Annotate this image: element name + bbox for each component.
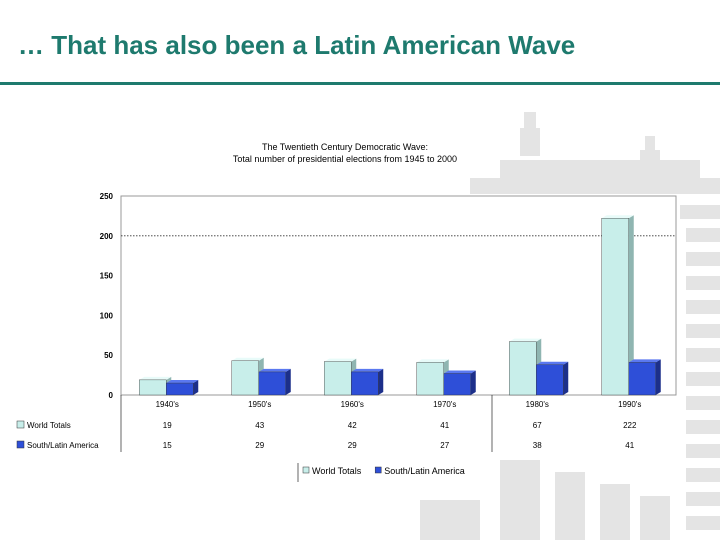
y-tick-label: 250 bbox=[100, 192, 114, 201]
bar bbox=[443, 370, 476, 396]
data-label: 43 bbox=[255, 421, 264, 430]
x-tick-label: 1970's bbox=[433, 400, 456, 409]
chart-subtitle: Total number of presidential elections f… bbox=[233, 154, 457, 164]
data-label: 29 bbox=[255, 441, 264, 450]
table-row-label: World Totals bbox=[27, 421, 71, 430]
x-tick-label: 1980's bbox=[526, 400, 549, 409]
bar bbox=[601, 215, 634, 396]
y-tick-label: 150 bbox=[100, 272, 114, 281]
y-tick-label: 50 bbox=[104, 351, 113, 360]
data-label: 67 bbox=[533, 421, 542, 430]
bar bbox=[166, 380, 199, 396]
x-tick-label: 1940's bbox=[156, 400, 179, 409]
data-label: 29 bbox=[348, 441, 357, 450]
svg-text:World Totals: World Totals bbox=[312, 466, 362, 476]
bar bbox=[351, 368, 384, 396]
table-swatch bbox=[16, 420, 25, 429]
data-label: 42 bbox=[348, 421, 357, 430]
data-label: 27 bbox=[440, 441, 449, 450]
data-label: 38 bbox=[533, 441, 542, 450]
bar bbox=[536, 361, 569, 396]
x-tick-label: 1990's bbox=[618, 400, 641, 409]
x-tick-label: 1950's bbox=[248, 400, 271, 409]
y-tick-label: 0 bbox=[109, 391, 114, 400]
series-0 bbox=[139, 215, 634, 396]
bar bbox=[416, 359, 449, 396]
plot-area bbox=[120, 195, 677, 396]
data-label: 222 bbox=[623, 421, 637, 430]
legend-item: South/Latin America bbox=[374, 466, 465, 476]
y-tick-label: 100 bbox=[100, 311, 114, 320]
table-swatch bbox=[16, 440, 25, 449]
y-tick-label: 200 bbox=[100, 232, 114, 241]
chart-title: The Twentieth Century Democratic Wave: bbox=[262, 142, 428, 152]
series-1 bbox=[166, 359, 661, 396]
legend-item: World Totals bbox=[302, 466, 362, 476]
bar bbox=[258, 368, 291, 396]
bar bbox=[324, 358, 357, 396]
svg-text:South/Latin America: South/Latin America bbox=[384, 466, 465, 476]
table-row-label: South/Latin America bbox=[27, 441, 99, 450]
title-divider bbox=[0, 82, 720, 85]
bar bbox=[628, 359, 661, 396]
data-label: 41 bbox=[625, 441, 634, 450]
data-label: 15 bbox=[163, 441, 172, 450]
x-tick-label: 1960's bbox=[341, 400, 364, 409]
slide-title: … That has also been a Latin American Wa… bbox=[18, 30, 576, 60]
data-label: 19 bbox=[163, 421, 172, 430]
data-label: 41 bbox=[440, 421, 449, 430]
